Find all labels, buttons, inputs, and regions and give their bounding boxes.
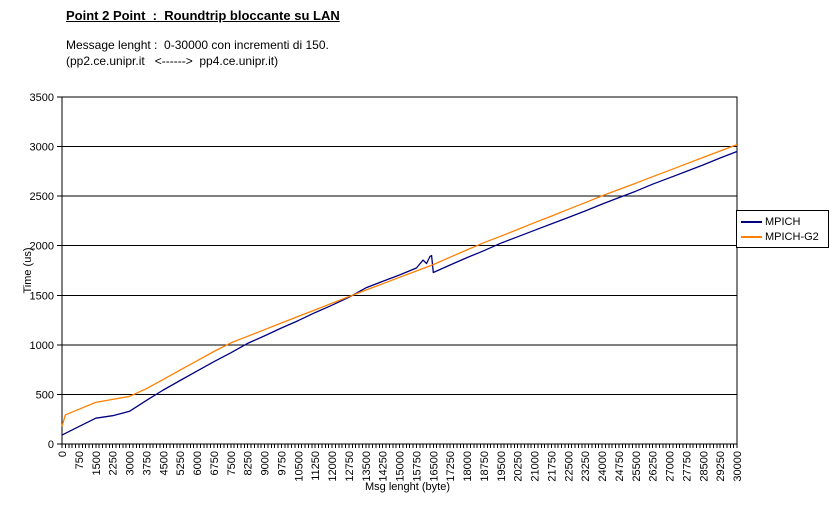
y-tick-label: 1500 (30, 290, 54, 302)
x-tick-label: 22500 (563, 451, 575, 482)
x-tick-label: 6750 (209, 451, 221, 475)
x-tick-label: 16500 (428, 451, 440, 482)
x-tick-label: 3750 (141, 451, 153, 475)
series-line-mpich-g2 (61, 143, 738, 427)
x-tick-label: 11250 (310, 451, 322, 481)
x-tick-label: 26250 (648, 451, 660, 482)
y-tick-label: 0 (48, 439, 54, 451)
y-tick-label: 3000 (30, 142, 54, 154)
x-tick-label: 15750 (411, 451, 423, 482)
x-tick-label: 2250 (108, 451, 120, 475)
x-tick-label: 5250 (175, 451, 187, 475)
x-axis-title: Msg lenght (byte) (365, 481, 450, 493)
x-tick-label: 24750 (614, 451, 626, 482)
x-tick-label: 7500 (226, 451, 238, 475)
x-tick-label: 27000 (665, 451, 677, 482)
plot-border (61, 96, 738, 445)
x-tick-label: 18000 (462, 451, 474, 482)
x-tick-label: 13500 (361, 451, 373, 482)
x-tick-label: 25500 (631, 451, 643, 482)
x-tick-label: 12750 (344, 451, 356, 482)
x-tick-label: 30000 (732, 451, 744, 482)
chart-title: Point 2 Point : Roundtrip bloccante su L… (66, 8, 340, 23)
x-tick-label: 17250 (445, 451, 457, 482)
y-tick-label: 2500 (30, 191, 54, 203)
x-tick-label: 10500 (293, 451, 305, 482)
legend-line-sample-mpich-g2 (741, 235, 762, 238)
x-tick-label: 21750 (546, 451, 558, 482)
x-tick-label: 14250 (378, 451, 390, 482)
series-line-mpich (61, 150, 738, 436)
x-tick-label: 12000 (327, 451, 339, 482)
x-tick-label: 6000 (192, 451, 204, 475)
y-tick-label: 500 (36, 389, 54, 401)
legend-label-mpich-g2: MPICH-G2 (765, 230, 819, 243)
x-tick-label: 29250 (715, 451, 727, 482)
x-tick-label: 15000 (395, 451, 407, 482)
legend-item-mpich-g2: MPICH-G2 (741, 229, 826, 244)
x-tick-label: 3000 (125, 451, 137, 475)
x-tick-label: 23250 (580, 451, 592, 482)
x-tick-label: 8250 (243, 451, 255, 475)
x-tick-label: 1500 (91, 451, 103, 475)
chart-subtitle-range: Message lenght : 0-30000 con incrementi … (66, 38, 329, 52)
x-tick-label: 9000 (260, 451, 272, 475)
y-axis-title: Time (us) (22, 247, 34, 293)
x-tick-label: 19500 (496, 451, 508, 482)
x-tick-label: 24000 (597, 451, 609, 482)
x-tick-label: 0 (57, 451, 69, 457)
y-tick-label: 2000 (30, 241, 54, 253)
legend-item-mpich: MPICH (741, 214, 826, 229)
x-tick-label: 750 (74, 451, 86, 469)
y-tick-label: 3500 (30, 92, 54, 104)
legend: MPICH MPICH-G2 (736, 210, 829, 248)
x-tick-label: 27750 (681, 451, 693, 482)
y-tick-label: 1000 (30, 340, 54, 352)
x-tick-label: 18750 (479, 451, 491, 482)
x-tick-label: 4500 (158, 451, 170, 475)
chart-subtitle-hosts: (pp2.ce.unipr.it <------> pp4.ce.unipr.i… (66, 54, 279, 68)
legend-label-mpich: MPICH (765, 215, 801, 228)
x-tick-label: 9750 (276, 451, 288, 475)
x-tick-label: 28500 (698, 451, 710, 482)
legend-line-sample-mpich (741, 220, 762, 223)
x-tick-label: 21000 (530, 451, 542, 482)
x-tick-label: 20250 (513, 451, 525, 482)
